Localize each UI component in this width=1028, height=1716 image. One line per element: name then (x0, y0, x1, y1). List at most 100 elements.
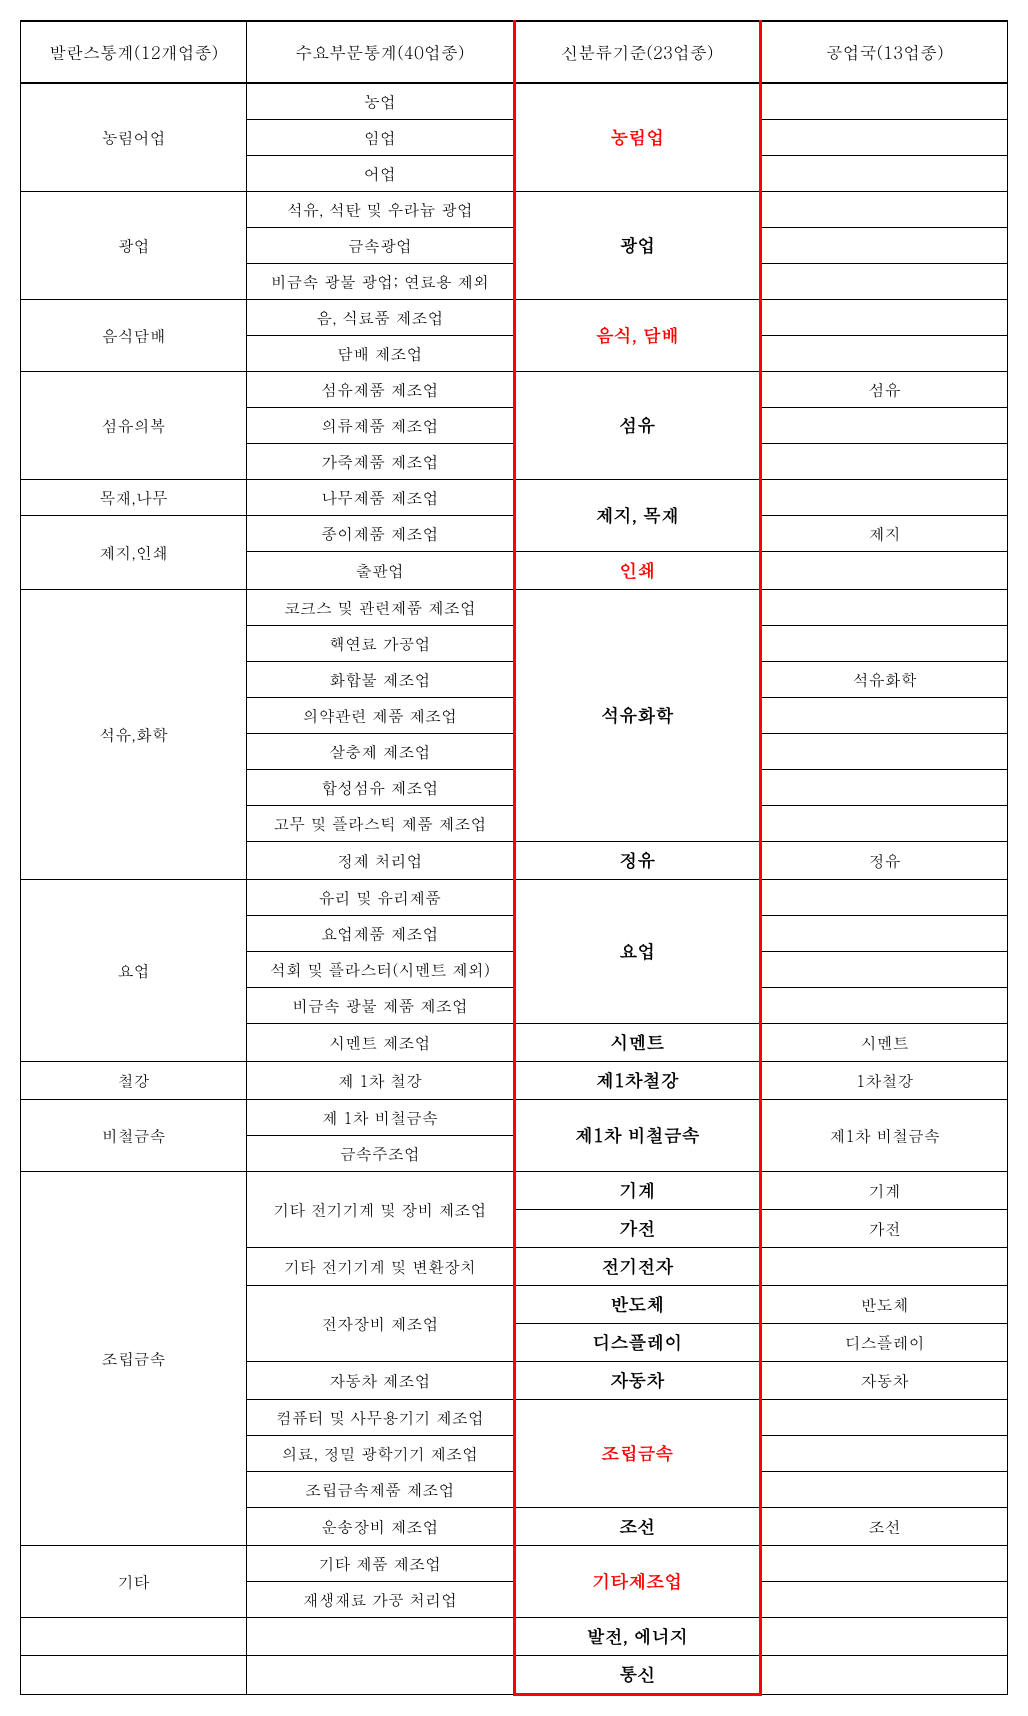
col3-cell: 통신 (514, 1656, 761, 1695)
col2-cell: 기타 제품 제조업 (247, 1546, 514, 1582)
col4-cell: 제1차 비철금속 (761, 1100, 1008, 1172)
col2-cell: 코크스 및 관련제품 제조업 (247, 590, 514, 626)
col4-cell: 기계 (761, 1172, 1008, 1210)
col2-cell: 핵연료 가공업 (247, 626, 514, 662)
col2-cell: 석회 및 플라스터(시멘트 제외) (247, 952, 514, 988)
col1-cell: 조립금속 (21, 1172, 247, 1546)
col4-cell (761, 300, 1008, 336)
col4-cell (761, 916, 1008, 952)
col4-cell (761, 264, 1008, 300)
col4-cell: 시멘트 (761, 1024, 1008, 1062)
col4-cell (761, 444, 1008, 480)
col4-cell: 섬유 (761, 372, 1008, 408)
col3-cell: 반도체 (514, 1286, 761, 1324)
header-c3: 신분류기준(23업종) (514, 21, 761, 83)
col3-cell: 시멘트 (514, 1024, 761, 1062)
col2-cell: 임업 (247, 120, 514, 156)
col1-cell (21, 1656, 247, 1695)
col2-cell: 섬유제품 제조업 (247, 372, 514, 408)
col3-cell: 제지, 목재 (514, 480, 761, 552)
col2-cell: 의약관련 제품 제조업 (247, 698, 514, 734)
col3-cell: 기계 (514, 1172, 761, 1210)
col4-cell (761, 988, 1008, 1024)
col3-cell: 디스플레이 (514, 1324, 761, 1362)
col1-cell: 음식담배 (21, 300, 247, 372)
col1-cell: 비철금속 (21, 1100, 247, 1172)
col4-cell (761, 120, 1008, 156)
col2-cell: 가죽제품 제조업 (247, 444, 514, 480)
col1-cell: 제지,인쇄 (21, 516, 247, 590)
col4-cell (761, 408, 1008, 444)
col2-cell: 음, 식료품 제조업 (247, 300, 514, 336)
col4-cell: 조선 (761, 1508, 1008, 1546)
col2-cell: 자동차 제조업 (247, 1362, 514, 1400)
col1-cell: 목재,나무 (21, 480, 247, 516)
col3-cell: 농림업 (514, 83, 761, 192)
col2-cell: 살충제 제조업 (247, 734, 514, 770)
col4-cell (761, 770, 1008, 806)
col4-cell (761, 480, 1008, 516)
col1-cell (21, 1618, 247, 1656)
col2-cell: 석유, 석탄 및 우라늄 광업 (247, 192, 514, 228)
col1-cell: 섬유의복 (21, 372, 247, 480)
col4-cell (761, 1400, 1008, 1436)
col2-cell: 조립금속제품 제조업 (247, 1472, 514, 1508)
col2-cell: 전자장비 제조업 (247, 1286, 514, 1362)
col2-cell (247, 1656, 514, 1695)
col4-cell: 석유화학 (761, 662, 1008, 698)
col1-cell: 요업 (21, 880, 247, 1062)
col3-cell: 광업 (514, 192, 761, 300)
col2-cell: 고무 및 플라스틱 제품 제조업 (247, 806, 514, 842)
col3-cell: 정유 (514, 842, 761, 880)
col4-cell (761, 228, 1008, 264)
col2-cell: 운송장비 제조업 (247, 1508, 514, 1546)
col2-cell: 농업 (247, 83, 514, 120)
col2-cell: 의료, 정밀 광학기기 제조업 (247, 1436, 514, 1472)
col2-cell: 제 1차 비철금속 (247, 1100, 514, 1136)
header-c2: 수요부문통계(40업종) (247, 21, 514, 83)
col2-cell: 시멘트 제조업 (247, 1024, 514, 1062)
header-c4: 공업국(13업종) (761, 21, 1008, 83)
col4-cell (761, 1436, 1008, 1472)
col3-cell: 조립금속 (514, 1400, 761, 1508)
col3-cell: 기타제조업 (514, 1546, 761, 1618)
col1-cell: 농림어업 (21, 83, 247, 192)
col2-cell (247, 1618, 514, 1656)
col4-cell (761, 806, 1008, 842)
col4-cell: 디스플레이 (761, 1324, 1008, 1362)
col1-cell: 기타 (21, 1546, 247, 1618)
col3-cell: 음식, 담배 (514, 300, 761, 372)
col4-cell (761, 1656, 1008, 1695)
col2-cell: 합성섬유 제조업 (247, 770, 514, 806)
col2-cell: 출판업 (247, 552, 514, 590)
col2-cell: 금속광업 (247, 228, 514, 264)
col2-cell: 유리 및 유리제품 (247, 880, 514, 916)
col4-cell: 제지 (761, 516, 1008, 552)
col4-cell: 반도체 (761, 1286, 1008, 1324)
col4-cell (761, 1618, 1008, 1656)
col4-cell (761, 952, 1008, 988)
col2-cell: 의류제품 제조업 (247, 408, 514, 444)
col1-cell: 광업 (21, 192, 247, 300)
col2-cell: 비금속 광물 광업; 연료용 제외 (247, 264, 514, 300)
col4-cell (761, 880, 1008, 916)
col4-cell (761, 192, 1008, 228)
col2-cell: 제 1차 철강 (247, 1062, 514, 1100)
col4-cell (761, 1248, 1008, 1286)
col2-cell: 비금속 광물 제품 제조업 (247, 988, 514, 1024)
col4-cell: 가전 (761, 1210, 1008, 1248)
col4-cell (761, 626, 1008, 662)
col3-cell: 전기전자 (514, 1248, 761, 1286)
col2-cell: 기타 전기기계 및 변환장치 (247, 1248, 514, 1286)
col3-cell: 자동차 (514, 1362, 761, 1400)
col2-cell: 나무제품 제조업 (247, 480, 514, 516)
col4-cell (761, 552, 1008, 590)
col3-cell: 인쇄 (514, 552, 761, 590)
col3-cell: 조선 (514, 1508, 761, 1546)
col2-cell: 재생재료 가공 처리업 (247, 1582, 514, 1618)
col4-cell (761, 1582, 1008, 1618)
col2-cell: 어업 (247, 156, 514, 192)
col3-cell: 제1차 비철금속 (514, 1100, 761, 1172)
classification-table: 발란스통계(12개업종)수요부문통계(40업종)신분류기준(23업종)공업국(1… (20, 20, 1008, 1696)
col4-cell (761, 156, 1008, 192)
